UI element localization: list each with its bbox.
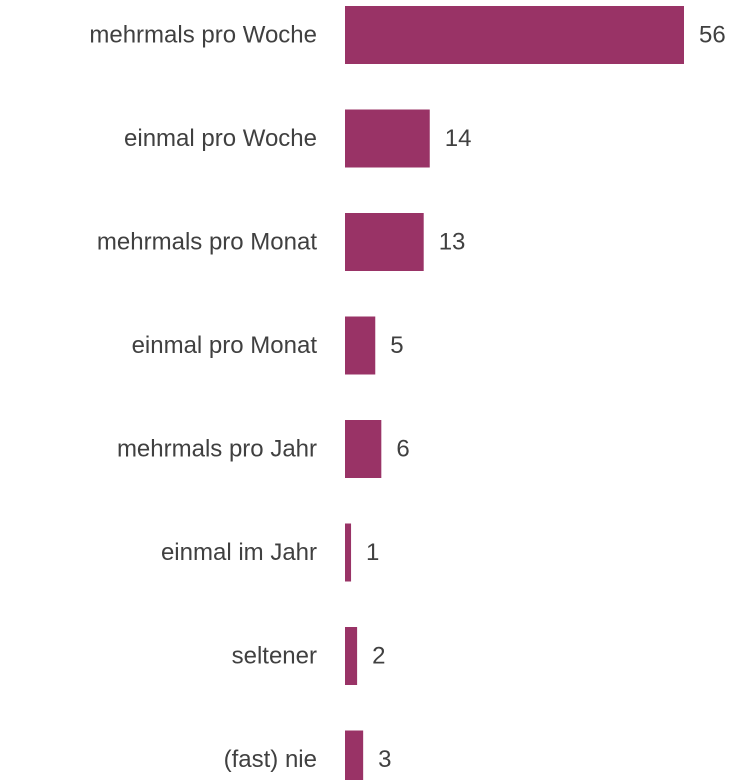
category-label: mehrmals pro Woche <box>89 22 317 49</box>
value-label: 14 <box>445 125 472 152</box>
value-label: 5 <box>390 332 403 359</box>
category-label: einmal im Jahr <box>161 539 317 566</box>
category-label: seltener <box>232 643 317 670</box>
bar <box>345 213 424 271</box>
category-label: einmal pro Woche <box>124 125 317 152</box>
value-label: 2 <box>372 643 385 670</box>
value-label: 56 <box>699 22 726 49</box>
category-label: mehrmals pro Monat <box>97 229 317 256</box>
bar <box>345 730 364 780</box>
bar <box>345 420 382 478</box>
value-label: 6 <box>396 436 409 463</box>
bar <box>345 316 376 375</box>
bar <box>345 6 684 64</box>
category-labels-group: mehrmals pro Woche einmal pro Woche mehrma… <box>89 22 317 774</box>
value-label: 1 <box>366 539 379 566</box>
category-label: (fast) nie <box>224 746 317 773</box>
value-label: 3 <box>378 746 391 773</box>
category-label: einmal pro Monat <box>132 332 318 359</box>
bars-group <box>345 6 684 780</box>
bar <box>345 523 352 582</box>
bar <box>345 109 430 168</box>
bar <box>345 627 358 685</box>
category-label: mehrmals pro Jahr <box>117 436 317 463</box>
value-label: 13 <box>439 229 466 256</box>
